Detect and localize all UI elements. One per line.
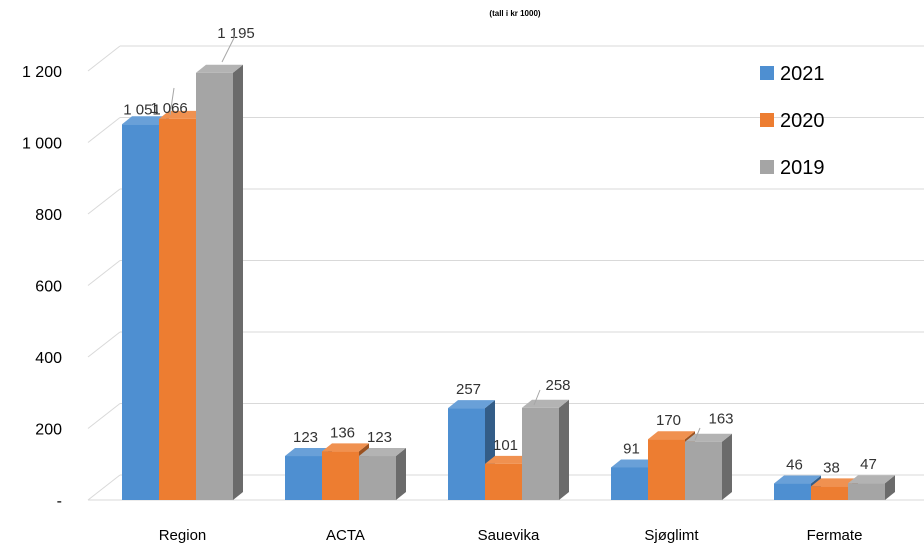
bar-front (196, 72, 233, 500)
bar-top (648, 431, 695, 440)
bar-front (285, 456, 322, 500)
bar-2019-sauevika (522, 399, 569, 500)
leader-line (221, 35, 236, 63)
legend-swatch (760, 66, 774, 80)
bar-front (359, 456, 396, 500)
leader-line (169, 87, 175, 116)
bar-front (448, 408, 485, 500)
gridline-diag (87, 474, 121, 501)
data-label: 258 (545, 377, 570, 394)
y-tick-label: 1 200 (22, 64, 62, 81)
bar-top (285, 448, 332, 457)
x-tick-label: Region (159, 527, 207, 544)
bar-2019-acta (359, 448, 406, 500)
bar-front (774, 483, 811, 500)
x-axis: Region ACTA Sauevika Sjøglimt Fermate (159, 527, 863, 544)
bar-front (159, 118, 196, 500)
y-tick-label: - (57, 493, 62, 510)
chart-subtitle: (tall i kr 1000) (489, 9, 540, 18)
bar-2019-region (196, 64, 243, 500)
gridline-diag (87, 260, 121, 286)
data-label: 38 (823, 459, 840, 476)
bar-side (559, 399, 569, 500)
data-label: 1 066 (150, 100, 188, 117)
gridline-diag (87, 403, 121, 429)
gridline-diag (87, 45, 121, 72)
bar-top (774, 475, 821, 484)
data-label: 123 (293, 429, 318, 446)
data-label: 1 195 (217, 25, 255, 42)
bar-top (448, 400, 495, 409)
gridline-diag (87, 188, 121, 215)
bar-front (648, 439, 685, 500)
bar-2019-fermate (848, 475, 895, 500)
bar-front (848, 483, 885, 500)
bar-top (122, 116, 169, 125)
data-label: 47 (860, 456, 877, 473)
bar-2019-sjøglimt (685, 433, 732, 500)
y-tick-label: 200 (35, 422, 62, 439)
legend-label: 2021 (780, 63, 825, 85)
bar-top (359, 448, 406, 457)
bar-top (522, 399, 569, 408)
bar-front (685, 441, 722, 500)
data-label: 123 (367, 429, 392, 446)
bar-top (485, 455, 532, 464)
bar-front (485, 463, 522, 500)
x-tick-label: Sauevika (478, 527, 540, 544)
legend: 2021 2020 2019 (760, 63, 825, 179)
leader-line (694, 427, 701, 441)
x-tick-label: ACTA (326, 527, 365, 544)
bar-2021-sauevika (448, 400, 495, 500)
gridline-diag (87, 117, 121, 143)
y-axis: - 200 400 600 800 1 000 1 200 (22, 64, 62, 510)
bar-top (848, 475, 895, 484)
gridlines (87, 45, 924, 501)
data-label: 170 (656, 412, 681, 429)
x-tick-label: Fermate (807, 527, 863, 544)
data-label: 101 (493, 437, 518, 454)
data-label: 46 (786, 457, 803, 474)
y-tick-label: 800 (35, 207, 62, 224)
bars (122, 64, 895, 500)
bar-side (233, 64, 243, 500)
y-tick-label: 400 (35, 350, 62, 367)
legend-swatch (760, 113, 774, 127)
legend-label: 2020 (780, 110, 825, 132)
x-tick-label: Sjøglimt (644, 527, 699, 544)
data-label: 136 (330, 424, 355, 441)
bar-front (611, 467, 648, 500)
legend-swatch (760, 160, 774, 174)
bar-front (322, 451, 359, 500)
y-tick-label: 1 000 (22, 136, 62, 153)
legend-label: 2019 (780, 157, 825, 179)
bar-side (722, 433, 732, 500)
data-label: 257 (456, 381, 481, 398)
data-label: 91 (623, 440, 640, 457)
bar-side (885, 475, 895, 500)
gridline-diag (87, 331, 121, 358)
bar-front (122, 124, 159, 500)
y-tick-label: 600 (35, 279, 62, 296)
bar-front (522, 407, 559, 500)
data-label: 163 (708, 411, 733, 428)
bar-top (196, 64, 243, 73)
bar-top (611, 459, 658, 468)
bar-top (811, 478, 858, 487)
leader-line (533, 389, 541, 406)
bar-top (322, 443, 369, 452)
bar-front (811, 486, 848, 500)
bar-side (396, 448, 406, 500)
data-label: 1 051 (123, 101, 161, 118)
